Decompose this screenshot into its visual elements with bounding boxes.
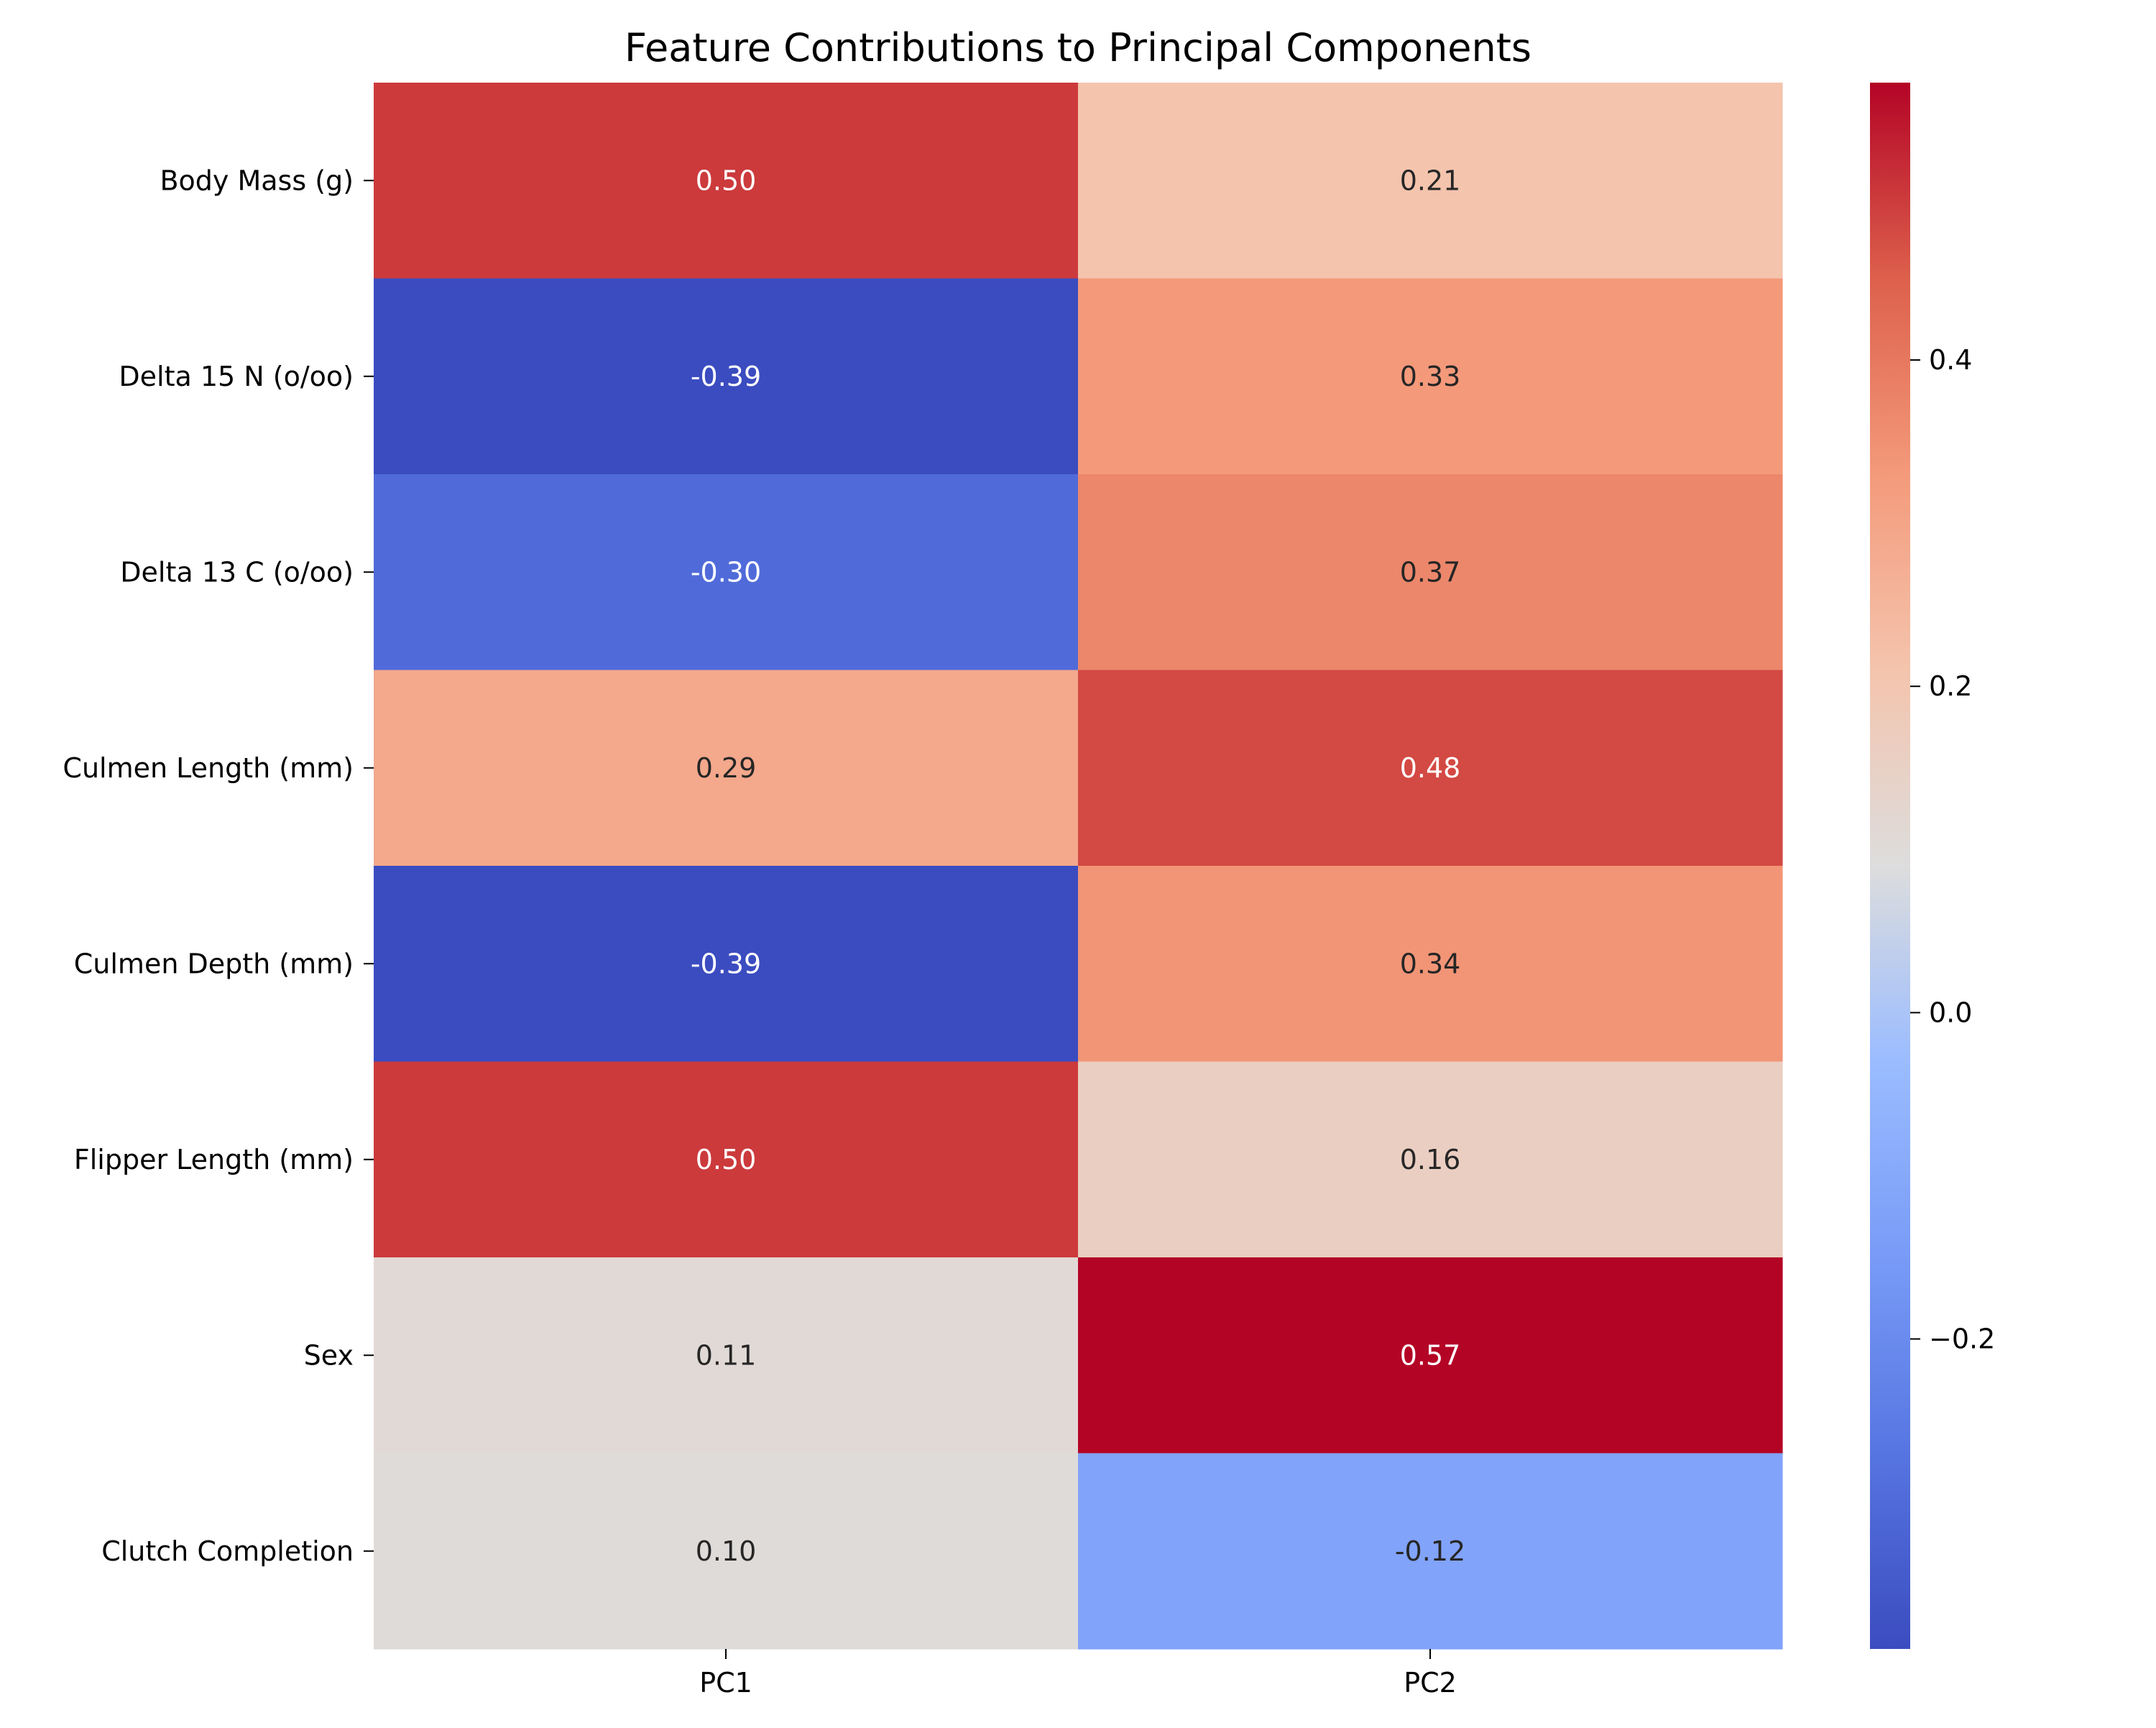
cell-value-label: -0.39: [691, 948, 761, 979]
row-tick-labels: Body Mass (g) Delta 15 N (o/oo) Delta 13 C…: [63, 165, 374, 1567]
row-label: Culmen Length (mm): [63, 752, 354, 784]
colorbar-tick-label: −0.2: [1929, 1323, 1995, 1355]
column-label: PC2: [1404, 1667, 1457, 1699]
row-label: Clutch Completion: [101, 1535, 354, 1567]
cell-value-label: -0.30: [691, 556, 761, 588]
colorbar: [1870, 83, 1910, 1649]
row-label: Culmen Depth (mm): [74, 948, 354, 979]
heatmap-cell: [1078, 1061, 1783, 1258]
heatmap-cell: [374, 866, 1079, 1063]
heatmap-cell: [374, 670, 1079, 867]
heatmap-cell: [1078, 83, 1783, 279]
heatmap-cell: [1078, 670, 1783, 867]
row-label: Delta 15 N (o/oo): [119, 361, 354, 392]
heatmap-cell: [1078, 278, 1783, 475]
cell-value-label: 0.34: [1400, 948, 1461, 979]
cell-value-label: -0.12: [1395, 1535, 1465, 1567]
cell-value-label: 0.48: [1400, 752, 1461, 784]
row-label: Delta 13 C (o/oo): [120, 556, 354, 588]
heatmap-cell: [374, 1061, 1079, 1258]
heatmap-cell: [374, 474, 1079, 671]
chart-title: Feature Contributions to Principal Compo…: [625, 25, 1531, 70]
cell-value-label: 0.57: [1400, 1339, 1461, 1371]
colorbar-tick-label: 0.2: [1929, 670, 1972, 702]
colorbar-tick-label: 0.4: [1929, 344, 1972, 376]
heatmap-cell: [374, 83, 1079, 279]
cell-value-label: -0.39: [691, 361, 761, 392]
cell-value-label: 0.33: [1400, 361, 1461, 392]
cell-value-label: 0.50: [696, 1144, 757, 1175]
row-label: Flipper Length (mm): [74, 1144, 354, 1175]
colorbar-ticks: −0.2 0.0 0.2 0.4: [1910, 344, 1995, 1355]
colorbar-tick-label: 0.0: [1929, 997, 1972, 1028]
heatmap-cells: 0.50 0.21 -0.39 0.33 -0.30 0.37 0.29 0.48 -0.39 0…: [374, 83, 1783, 1650]
heatmap-cell: [1078, 1453, 1783, 1650]
row-label: Body Mass (g): [160, 165, 354, 196]
heatmap-cell: [1078, 474, 1783, 671]
cell-value-label: 0.37: [1400, 556, 1461, 588]
heatmap-cell: [1078, 866, 1783, 1063]
cell-value-label: 0.21: [1400, 165, 1461, 196]
row-label: Sex: [304, 1339, 354, 1371]
heatmap-cell: [374, 1257, 1079, 1454]
cell-value-label: 0.11: [696, 1339, 757, 1371]
cell-value-label: 0.29: [696, 752, 757, 784]
heatmap-cell: [374, 1453, 1079, 1650]
cell-value-label: 0.16: [1400, 1144, 1461, 1175]
cell-value-label: 0.50: [696, 165, 757, 196]
column-tick-labels: PC1 PC2: [699, 1649, 1457, 1699]
cell-value-label: 0.10: [696, 1535, 757, 1567]
column-label: PC1: [699, 1667, 752, 1699]
heatmap-cell: [374, 278, 1079, 475]
heatmap-cell: [1078, 1257, 1783, 1454]
